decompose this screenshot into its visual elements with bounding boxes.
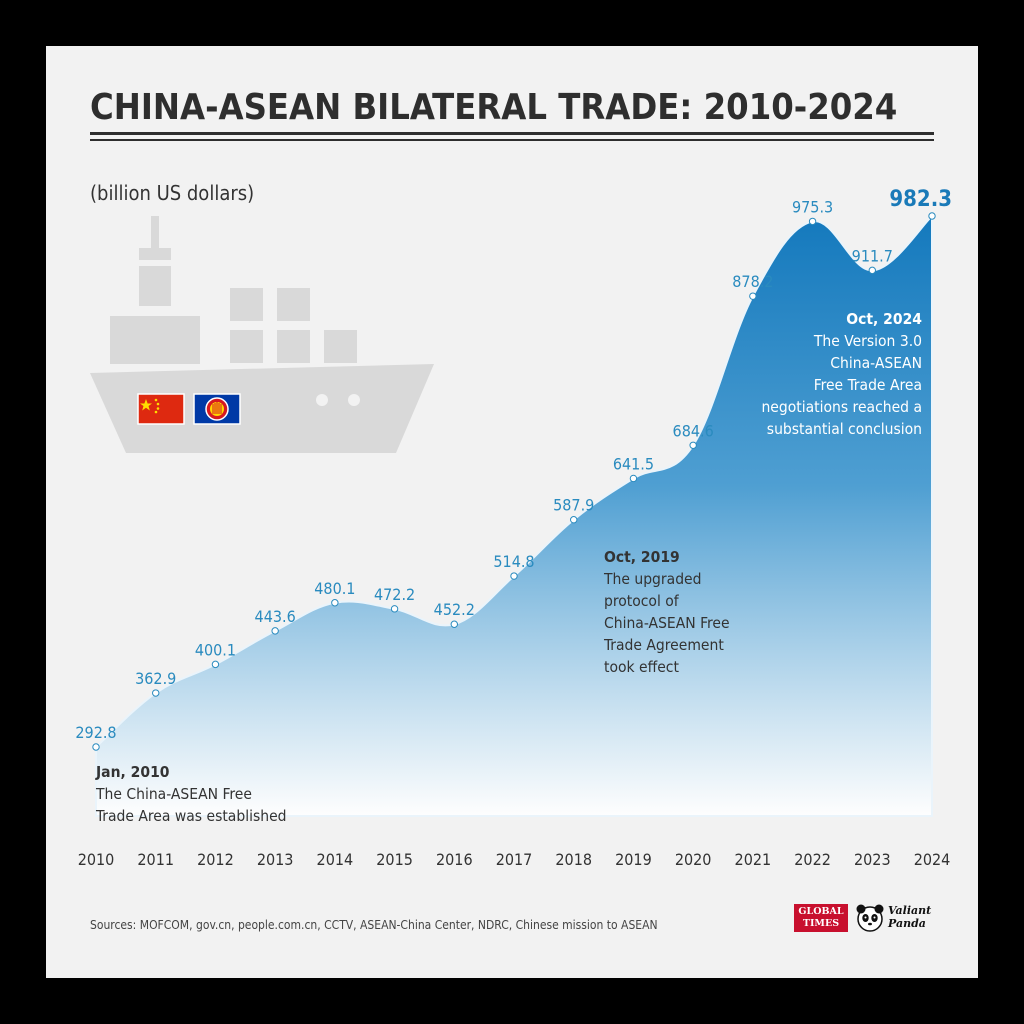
value-label: 472.2 [374,585,415,604]
value-label: 452.2 [434,600,475,619]
value-label: 911.7 [852,246,893,265]
data-point [211,660,220,669]
value-label: 975.3 [792,197,833,216]
x-tick-label: 2019 [615,850,652,869]
value-label: 684.6 [673,421,714,440]
chart-title: CHINA-ASEAN BILATERAL TRADE: 2010-2024 [90,87,898,128]
value-label: 878.2 [732,272,773,291]
title-rule [90,132,934,135]
source-note: Sources: MOFCOM, gov.cn, people.com.cn, … [90,918,658,932]
annotation-2024: Oct, 2024 The Version 3.0 China-ASEAN Fr… [696,308,922,440]
data-points [92,212,936,751]
data-point [271,627,279,635]
trade-area [95,213,933,817]
x-tick-label: 2016 [436,850,473,869]
x-axis-labels: 2010 2011 2012 2013 2014 2015 2016 2017 2018 2019… [78,850,951,869]
panda-icon [856,904,884,932]
cargo-ship-icon [90,216,434,453]
value-label: 292.8 [75,723,116,742]
unit-label: (billion US dollars) [90,181,255,205]
value-label: 480.1 [314,579,355,598]
infographic-panel: CHINA-ASEAN BILATERAL TRADE: 2010-2024 (… [46,46,978,978]
value-label: 400.1 [195,640,236,659]
x-tick-label: 2013 [257,850,294,869]
data-point [510,572,518,580]
value-label: 641.5 [613,454,654,473]
x-tick-label: 2017 [496,850,533,869]
value-label: 982.3 [889,187,952,212]
data-point [868,266,876,275]
value-label: 587.9 [553,496,594,515]
x-tick-label: 2010 [78,850,115,869]
annotation-body: The China-ASEAN Free Trade Area was esta… [96,785,287,825]
title-rule-thin [90,139,934,141]
data-point [689,441,697,449]
x-tick-label: 2014 [317,850,354,869]
data-point [92,743,100,751]
annotation-body: The Version 3.0 China-ASEAN Free Trade A… [761,332,922,438]
china-flag-icon [137,393,185,425]
data-point [749,292,757,300]
data-point [331,599,339,607]
value-label: 514.8 [493,552,534,571]
annotation-2019: Oct, 2019 The upgraded protocol of China… [604,546,804,678]
data-point [152,689,160,697]
x-tick-label: 2024 [914,850,951,869]
x-tick-label: 2023 [854,850,891,869]
data-point [450,620,458,628]
global-times-logo: GLOBAL TIMES [794,904,848,932]
data-point [928,212,936,220]
value-label: 443.6 [255,607,296,626]
x-tick-label: 2012 [197,850,234,869]
annotation-heading: Oct, 2024 [846,310,922,328]
data-point [808,217,817,226]
data-point [570,516,578,524]
value-label: 362.9 [135,669,176,688]
valiant-panda-text: Valiant Panda [888,904,932,930]
x-tick-label: 2022 [794,850,831,869]
x-tick-label: 2015 [376,850,413,869]
trade-chart: 292.8 362.9 400.1 443.6 480.1 472.2 452.2 514.8… [75,187,952,869]
asean-flag-icon [193,393,241,425]
x-tick-label: 2020 [675,850,712,869]
annotation-2010: Jan, 2010 The China-ASEAN Free Trade Are… [96,761,356,827]
data-point [390,605,399,613]
value-labels: 292.8 362.9 400.1 443.6 480.1 472.2 452.2 514.8… [75,187,952,742]
annotation-body: The upgraded protocol of China-ASEAN Fre… [604,570,730,676]
data-point [629,474,638,483]
annotation-heading: Oct, 2019 [604,548,680,566]
x-tick-label: 2018 [555,850,592,869]
x-tick-label: 2011 [137,850,174,869]
annotation-heading: Jan, 2010 [96,763,170,781]
x-tick-label: 2021 [735,850,772,869]
valiant-panda-logo: Valiant Panda [854,902,934,934]
